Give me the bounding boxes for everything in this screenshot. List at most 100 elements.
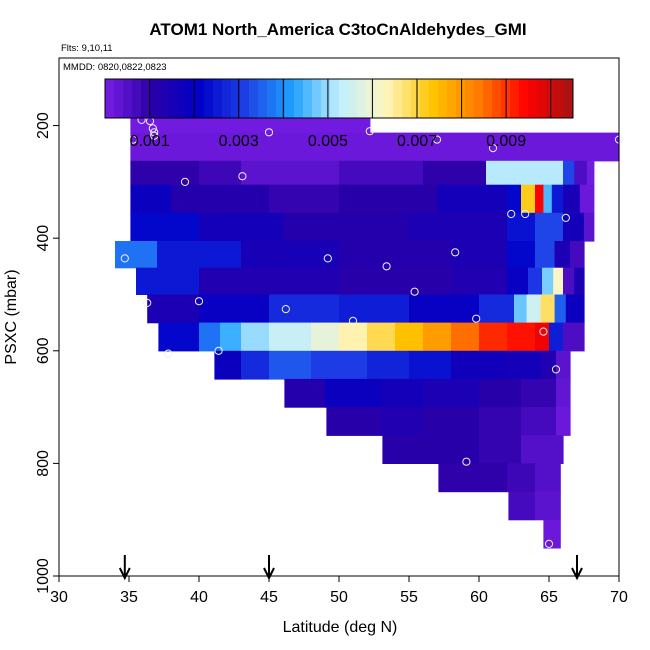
colorbar-swatch	[465, 79, 475, 118]
heatmap-cell	[507, 241, 536, 269]
x-tick-label: 65	[540, 589, 558, 606]
dates-note: MMDD: 0820,0822,0823	[63, 62, 167, 73]
heatmap-cell	[543, 519, 561, 549]
heatmap-cell	[339, 160, 424, 186]
heatmap-cell	[115, 241, 158, 269]
colorbar-swatch	[564, 79, 574, 118]
heatmap-cell	[220, 322, 242, 352]
colorbar-swatch	[240, 79, 250, 118]
colorbar-swatch	[114, 79, 124, 118]
colorbar	[104, 78, 574, 119]
heatmap-cell	[526, 294, 542, 324]
x-tick-label: 30	[50, 589, 68, 606]
sample-point	[348, 316, 358, 325]
heatmap-cell	[507, 267, 529, 295]
sample-point	[410, 287, 419, 296]
latitude-arrow	[118, 555, 131, 581]
heatmap-cell	[130, 212, 200, 242]
heatmap-cell	[311, 322, 340, 352]
colorbar-swatch	[375, 79, 385, 118]
colorbar-swatch	[348, 79, 358, 118]
heatmap-cell	[451, 322, 480, 352]
x-axis: 30 35 40 45 50 55 60 65 70	[50, 576, 628, 606]
heatmap-cell	[479, 435, 522, 464]
colorbar-swatch	[321, 79, 331, 118]
colorbar-swatch	[204, 79, 214, 118]
y-tick-label: 800	[35, 450, 52, 477]
heatmap-cell	[563, 212, 585, 242]
colorbar-swatch	[429, 79, 439, 118]
colorbar-swatch	[276, 79, 286, 118]
colorbar-tick-labels: 0.001 0.003 0.005 0.007 0.009	[130, 133, 527, 150]
y-tick-label: 600	[35, 337, 52, 364]
heatmap-cell	[381, 378, 424, 408]
colorbar-swatch	[150, 79, 160, 118]
heatmap-cell	[326, 407, 382, 436]
sample-point	[561, 213, 570, 222]
y-tick-label: 400	[35, 225, 52, 252]
heatmap-cell	[171, 184, 270, 214]
colorbar-swatch	[411, 79, 421, 118]
heatmap-cell	[409, 294, 480, 324]
colorbar-swatch	[474, 79, 484, 118]
heatmap-cell	[507, 184, 522, 214]
sample-point	[451, 248, 460, 257]
colorbar-swatch	[357, 79, 367, 118]
colorbar-swatch	[528, 79, 538, 118]
heatmap-cell	[563, 322, 585, 352]
colorbar-tick-label: 0.007	[397, 133, 437, 150]
sample-point	[164, 349, 173, 358]
heatmap-cell	[284, 378, 326, 408]
x-tick-label: 35	[120, 589, 138, 606]
heatmap-cell	[199, 212, 284, 242]
heatmap-cell	[570, 241, 585, 269]
heatmap-cell	[241, 241, 340, 269]
colorbar-swatch	[510, 79, 520, 118]
sample-points	[120, 115, 624, 549]
colorbar-swatch	[420, 79, 430, 118]
heatmap-cell	[535, 491, 561, 521]
heatmap-cell	[423, 407, 480, 436]
y-axis-label: PSXC (mbar)	[3, 269, 20, 364]
colorbar-swatch	[483, 79, 493, 118]
y-tick-label: 1000	[35, 558, 52, 594]
heatmap-cell	[528, 267, 543, 295]
heatmap-cell	[451, 267, 508, 295]
heatmap-cell	[565, 294, 585, 324]
x-tick-label: 70	[610, 589, 628, 606]
heatmap-cell	[147, 294, 200, 324]
sample-point	[323, 254, 332, 263]
heatmap-cell	[586, 160, 595, 186]
colorbar-tick-label: 0.009	[486, 133, 526, 150]
heatmap-cell	[130, 119, 371, 134]
heatmap-cell	[563, 184, 581, 214]
heatmap-cell	[521, 184, 536, 214]
heatmap-cell	[579, 184, 595, 214]
heatmap-cell	[199, 267, 340, 295]
heatmap-cell	[535, 463, 561, 493]
flights-note: Flts: 9,10,11	[61, 43, 113, 54]
sample-point	[521, 209, 530, 219]
colorbar-swatch	[186, 79, 196, 118]
heatmap-cell	[554, 294, 567, 324]
heatmap-cell	[382, 435, 480, 464]
heatmap-cell	[423, 378, 480, 408]
sample-point	[129, 135, 138, 144]
heatmap-cell	[451, 350, 508, 380]
colorbar-swatch	[555, 79, 565, 118]
sample-point	[472, 314, 481, 323]
heatmap-cell	[521, 435, 564, 464]
colorbar-swatch	[132, 79, 142, 118]
sample-point	[462, 457, 471, 466]
colorbar-swatch	[258, 79, 268, 118]
heatmap-cell	[157, 241, 242, 269]
heatmap-cell	[451, 241, 508, 269]
colorbar-swatch	[168, 79, 178, 118]
colorbar-swatch	[267, 79, 277, 118]
colorbar-swatch	[249, 79, 259, 118]
heatmap-cell	[521, 407, 557, 436]
heatmap-cell	[507, 350, 543, 380]
heatmap-cell	[540, 294, 556, 324]
heatmap-cell	[563, 267, 575, 295]
